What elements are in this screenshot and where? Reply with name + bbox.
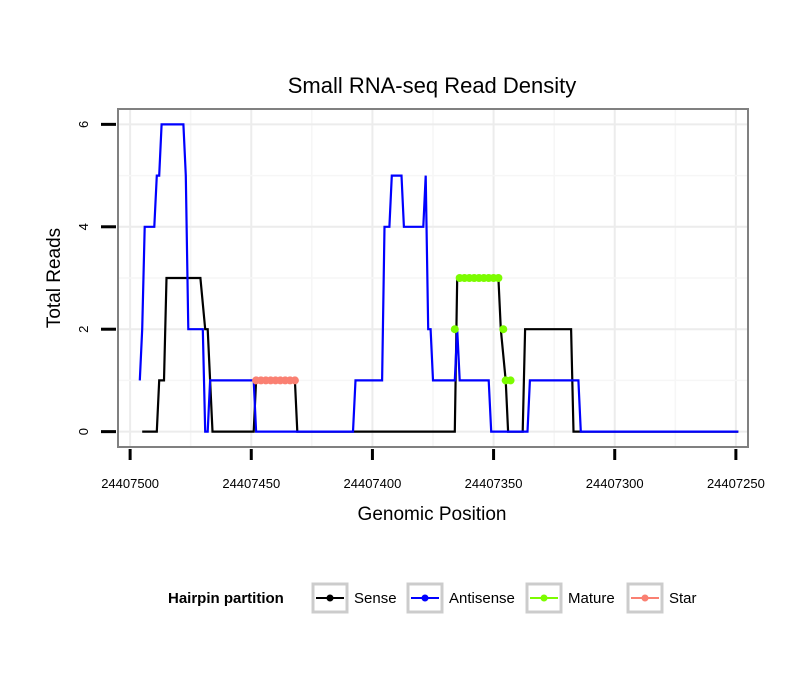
legend-label-sense: Sense: [354, 590, 397, 607]
legend-key-dot-mature: [540, 594, 548, 602]
series-point-mature: [450, 325, 459, 334]
x-tick-label: 24407400: [344, 476, 402, 491]
axis-ticks: 24407500 24407450 24407400 24407350 24407300…: [76, 121, 765, 491]
x-tick-label: 24407500: [101, 476, 159, 491]
series-point-mature: [494, 274, 503, 282]
x-axis-title: Genomic Position: [358, 504, 507, 525]
x-tick-label: 24407450: [222, 476, 280, 491]
series-point-star: [290, 376, 299, 385]
legend-key-dot-star: [641, 594, 649, 602]
chart-title: Small RNA-seq Read Density: [288, 73, 577, 98]
x-tick-label: 24407250: [707, 476, 765, 491]
series-point-mature: [506, 376, 515, 385]
y-tick-label: 2: [76, 326, 91, 333]
series-point-mature: [499, 325, 508, 334]
y-tick-label: 4: [76, 223, 91, 230]
legend-label-antisense: Antisense: [449, 590, 515, 607]
x-tick-label: 24407300: [586, 476, 644, 491]
x-tick-label: 24407350: [465, 476, 523, 491]
data-series: [138, 123, 739, 433]
legend-key-dot-antisense: [421, 594, 429, 602]
legend: Hairpin partition Sense Antisense Mature St…: [168, 582, 697, 614]
y-tick-label: 0: [76, 428, 91, 435]
series-line-antisense: [138, 123, 739, 433]
legend-title: Hairpin partition: [168, 590, 284, 607]
legend-label-mature: Mature: [568, 590, 615, 607]
y-tick-label: 6: [76, 121, 91, 128]
legend-key-dot-sense: [326, 594, 334, 602]
y-axis-title: Total Reads: [44, 228, 65, 328]
legend-label-star: Star: [669, 590, 697, 607]
